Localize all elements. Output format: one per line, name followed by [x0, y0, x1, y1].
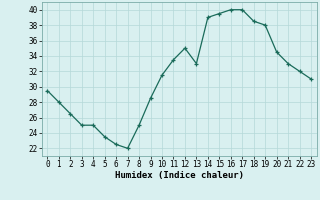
- X-axis label: Humidex (Indice chaleur): Humidex (Indice chaleur): [115, 171, 244, 180]
